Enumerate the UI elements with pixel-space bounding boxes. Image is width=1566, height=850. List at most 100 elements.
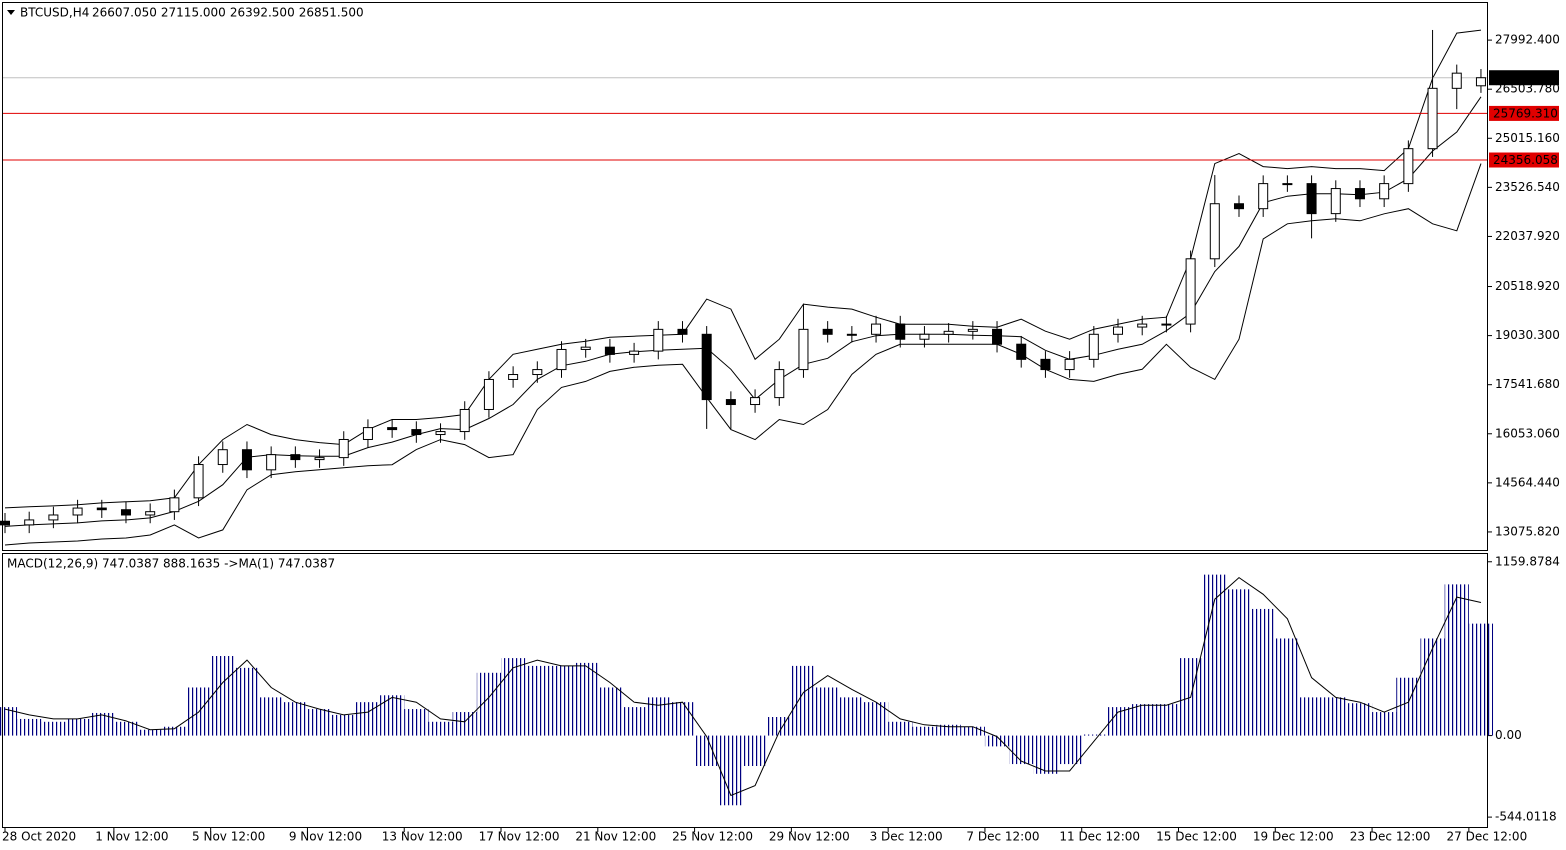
x-tick-label: 5 Nov 12:00 [192,830,265,844]
y-tick-label: 19030.300 [1495,328,1560,342]
y-tick-label: 17541.680 [1495,377,1560,391]
x-tick-label: 28 Oct 2020 [2,830,76,844]
macd-bar [1372,712,1397,736]
price-level-label: 24356.058 [1493,153,1558,167]
x-tick-label: 3 Dec 12:00 [870,830,943,844]
y-tick-label: 16053.060 [1495,426,1560,440]
macd-bar [1009,735,1034,765]
macd-bar [525,665,550,736]
macd-bar [1251,608,1276,736]
y-tick-label: 13075.820 [1495,524,1560,538]
y-tick-label: 0.00 [1495,728,1522,742]
x-tick-label: 21 Nov 12:00 [575,830,656,844]
header-value: 27115.000 [161,6,226,20]
macd-bar [1347,703,1373,736]
candle-body [1233,203,1244,210]
macd-bar [1202,574,1227,736]
macd-bar [815,687,840,736]
main-panel [2,2,1488,551]
candle-body [556,348,567,371]
candle-body [1475,77,1486,87]
candle-body [266,454,277,471]
macd-bar [791,665,816,736]
candle-body [1451,72,1462,89]
macd-bar [1396,677,1421,736]
candle-body [750,397,761,406]
macd-bar [476,672,502,736]
candle-body [1161,323,1172,326]
header-value: 26607.050 [92,6,157,20]
candle-body [193,464,204,499]
candle-body [629,350,640,355]
candle-body [241,449,252,471]
candle-body [1185,258,1196,325]
signal-line [4,576,1482,797]
x-tick-label: 9 Nov 12:00 [289,830,362,844]
candle-body [992,328,1003,345]
y-tick-label: 23526.540 [1495,180,1560,194]
macd-bar [597,687,622,736]
candle-body [48,514,59,521]
candle-body [1088,333,1099,360]
candle-body [96,507,107,511]
candle-body [314,457,325,461]
candle-body [846,333,857,336]
macd-bar [718,735,743,806]
macd-bar [259,697,284,736]
price-level-label: 26851.500 [1493,71,1558,85]
candle-body [653,328,664,352]
candle-body [967,328,978,332]
candle-body [895,323,906,340]
candle-body [532,369,543,376]
macd-bar [404,709,429,736]
candle-body [145,511,156,516]
macd-bar [621,707,647,736]
candle-body [1403,148,1414,185]
macd-bar [936,724,961,736]
candle-body [120,509,131,516]
macd-bar [1154,704,1179,736]
candle-body [1016,343,1027,360]
candle-body [943,330,954,335]
macd-bar [307,709,332,736]
candle-body [1040,358,1051,371]
candle-body [774,369,785,399]
candle-body [1427,87,1438,150]
candle-body [1306,183,1317,215]
macd-bar [1275,638,1300,736]
candle-body [459,408,470,433]
collapse-arrow[interactable] [7,10,15,15]
macd-bar [17,718,42,736]
x-tick-label: 7 Dec 12:00 [966,830,1039,844]
candle-body [1282,183,1293,186]
candle-body [72,507,83,516]
candle-body [217,449,228,466]
x-tick-label: 29 Nov 12:00 [769,830,850,844]
macd-bar [1226,589,1252,736]
macd-bar [234,667,260,736]
macd-bar [670,702,695,736]
candle-body [1330,188,1341,215]
candle-body [508,374,519,380]
candle-body [701,333,712,401]
macd-bar [380,695,405,736]
macd-bar [138,729,163,736]
candle-body [725,399,736,406]
macd-bar [41,721,66,736]
macd-bar [912,726,937,736]
macd-bar [1299,697,1324,736]
macd-bar [283,702,308,736]
y-tick-label: 22037.920 [1495,229,1560,243]
candle-body [1258,183,1269,210]
candle-body [604,346,615,355]
candle-body [871,323,882,335]
candle-body [1064,358,1075,371]
macd-bar [1105,707,1131,736]
candle-body [387,427,398,431]
x-tick-label: 19 Dec 12:00 [1253,830,1334,844]
x-tick-label: 27 Dec 12:00 [1447,830,1528,844]
indicator-title: MACD(12,26,9) 747.0387 888.1635 ->MA(1) … [7,557,335,571]
price-level-tag [1489,152,1559,168]
macd-bar [0,707,18,736]
candle-body [677,328,688,335]
